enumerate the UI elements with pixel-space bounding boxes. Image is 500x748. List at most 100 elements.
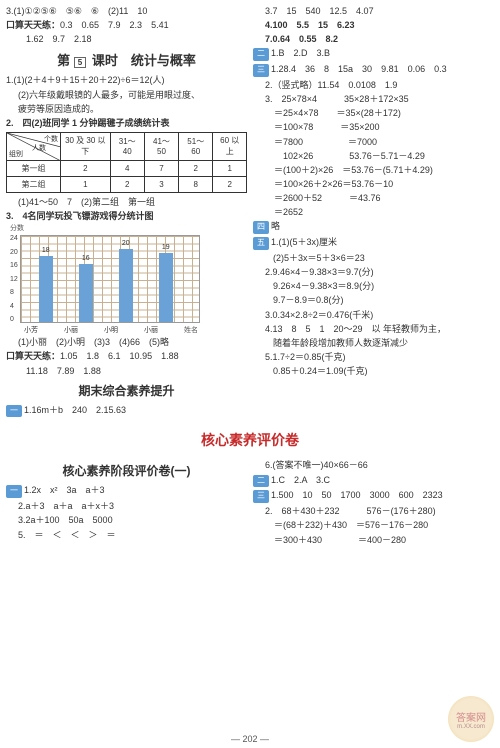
s5i: 5.1.7÷2＝0.85(千克) (253, 351, 494, 363)
qimo-title: 期末综合素养提升 (6, 382, 247, 399)
h2: 2.a＋3 a＋a a＋x＋3 (6, 500, 247, 512)
bar-label: 18 (39, 247, 53, 254)
ytick: 16 (10, 262, 18, 269)
s3g: 102×26 53.76－5.71－4.29 (253, 150, 494, 162)
q3-row: 3.(1)①②⑤⑥ ⑤⑥ ⑥ (2)11 10 (6, 5, 247, 17)
r3: 7.0.64 0.55 8.2 (253, 33, 494, 45)
badge-san: 三 (253, 64, 269, 77)
h5: 5. ＝ ＜ ＜ ＞ ＝ (6, 529, 247, 541)
r2: 4.100 5.5 15 6.23 (253, 19, 494, 31)
q1-b: (2)六年级戴眼镜的人最多，可能是用眼过度、 (6, 89, 247, 101)
s5h: 随着年龄段增加教师人数逐渐减少 (253, 337, 494, 349)
diag-cell: 个数 人数 组别 (7, 132, 61, 160)
bar: 20 (119, 249, 133, 322)
cell: 3 (144, 176, 178, 192)
xtick: 小丽 (144, 325, 158, 335)
s5j: 0.85＋0.24＝1.09(千克) (253, 365, 494, 377)
cell: 7 (144, 160, 178, 176)
s3c: 3. 25×78×4 35×28＋172×35 (253, 93, 494, 105)
s5d: 9.26×4－9.38×3＝8.9(分) (253, 280, 494, 292)
xtick: 小芳 (24, 325, 38, 335)
bs3d: ＝300＋430 ＝400－280 (253, 534, 494, 546)
kousuan-vals-2: 1.62 9.7 2.18 (6, 33, 247, 45)
bar-chart: 分数 0 4 8 12 16 20 24 18 16 20 19 (6, 223, 247, 335)
s3i: ＝100×26＋2×26＝53.76－10 (253, 178, 494, 190)
q1-a: 1.(1)(2＋4＋9＋15＋20＋22)÷6＝12(人) (6, 74, 247, 86)
q3-title: 3. 4名同学玩投飞镖游戏得分统计图 (6, 210, 247, 222)
s3a-text: 1.28.4 36 8 15a 30 9.81 0.06 0.3 (271, 64, 447, 74)
s2: 二1.B 2.D 3.B (253, 47, 494, 61)
badge-yi: 一 (6, 405, 22, 418)
s3j: ＝2600＋52 ＝43.76 (253, 192, 494, 204)
r1: 3.7 15 540 12.5 4.07 (253, 5, 494, 17)
cell: 2 (110, 176, 144, 192)
diag-bot: 组别 (9, 149, 23, 159)
x-axis: 小芳 小丽 小明 小丽 姓名 (6, 325, 247, 335)
col-h: 31～ 40 (110, 132, 144, 160)
s3d: ＝25×4×78 ＝35×(28＋172) (253, 107, 494, 119)
bar-label: 19 (159, 244, 173, 251)
h3: 3.2a＋100 50a 5000 (6, 514, 247, 526)
cell: 8 (179, 176, 213, 192)
cell: 2 (179, 160, 213, 176)
s5a: 五1.(1)(5＋3x)厘米 (253, 236, 494, 250)
s3b: 2.（竖式略）11.54 0.0108 1.9 (253, 79, 494, 91)
kousuan3b: 11.18 7.89 1.88 (6, 365, 247, 377)
xtick: 小丽 (64, 325, 78, 335)
bs3b: 2. 68＋430＋232 576－(176＋280) (253, 505, 494, 517)
col-h: 60 以上 (213, 132, 247, 160)
ytick: 8 (10, 289, 18, 296)
y-title: 分数 (6, 223, 247, 233)
s3f: ＝7800 ＝7000 (253, 136, 494, 148)
hexin-title: 核心素养评价卷 (0, 430, 500, 450)
diag-mid: 人数 (32, 143, 46, 153)
page-number: — 202 — (0, 734, 500, 744)
s4-text: 略 (271, 221, 280, 231)
sec5-pre: 第 (57, 53, 70, 68)
q3-ans: (1)小丽 (2)小明 (3)3 (4)66 (5)略 (6, 336, 247, 348)
bs3a-text: 1.500 10 50 1700 3000 600 2323 (271, 490, 443, 500)
qimo-1: 一1.16m＋b 240 2.15.63 (6, 404, 247, 418)
bar-label: 20 (119, 240, 133, 247)
s5e: 9.7－8.9＝0.8(分) (253, 294, 494, 306)
cell: 2 (61, 160, 111, 176)
badge-yi: 一 (6, 485, 22, 498)
kousuan3-label: 口算天天练： (6, 351, 60, 361)
s5c: 2.9.46×4－9.38×3＝9.7(分) (253, 266, 494, 278)
qimo-1-text: 1.16m＋b 240 2.15.63 (24, 405, 126, 415)
s3e: ＝100×78 ＝35×200 (253, 121, 494, 133)
badge-wu: 五 (253, 237, 269, 250)
s5a-text: 1.(1)(5＋3x)厘米 (271, 237, 337, 247)
bs3a: 三1.500 10 50 1700 3000 600 2323 (253, 489, 494, 503)
diag-top: 个数 (44, 134, 58, 144)
ytick: 4 (10, 303, 18, 310)
ytick: 20 (10, 249, 18, 256)
bs2-text: 1.C 2.A 3.C (271, 475, 330, 485)
cell: 1 (213, 160, 247, 176)
kousuan-label: 口算天天练： (6, 20, 60, 30)
ytick: 24 (10, 235, 18, 242)
watermark: 答案网 m.XX.com (448, 696, 494, 742)
stats-table: 个数 人数 组别 30 及 30 以下 31～ 40 41～ 50 51～ 60… (6, 132, 247, 193)
section-5-title: 第 5 课时 统计与概率 (6, 50, 247, 69)
bs3c: ＝(68＋232)＋430 ＝576－176－280 (253, 519, 494, 531)
ytick: 12 (10, 276, 18, 283)
hexin-sub: 核心素养阶段评价卷(一) (6, 462, 247, 479)
badge-san: 三 (253, 490, 269, 503)
h1-text: 1.2x x² 3a a＋3 (24, 485, 105, 495)
q1-c: 疲劳等原因造成的。 (6, 103, 247, 115)
q2-ans: (1)41～50 7 (2)第二组 第一组 (6, 196, 247, 208)
kousuan-vals-1: 0.3 0.65 7.9 2.3 5.41 (60, 20, 169, 30)
bs2: 二1.C 2.A 3.C (253, 474, 494, 488)
bar: 16 (79, 264, 93, 323)
cell: 1 (61, 176, 111, 192)
y-axis: 0 4 8 12 16 20 24 (10, 235, 20, 323)
sec5-num: 5 (74, 57, 86, 68)
xtick: 小明 (104, 325, 118, 335)
s5f: 3.0.34×2.8÷2＝0.476(千米) (253, 309, 494, 321)
q2-title: 2. 四(2)班同学 1 分钟踢毽子成绩统计表 (6, 117, 247, 129)
bar: 18 (39, 256, 53, 322)
wm-sub: m.XX.com (457, 724, 485, 730)
s5g: 4.13 8 5 1 20～29 以 年轻教师为主， (253, 323, 494, 335)
sec5-post: 课时 统计与概率 (92, 53, 196, 68)
